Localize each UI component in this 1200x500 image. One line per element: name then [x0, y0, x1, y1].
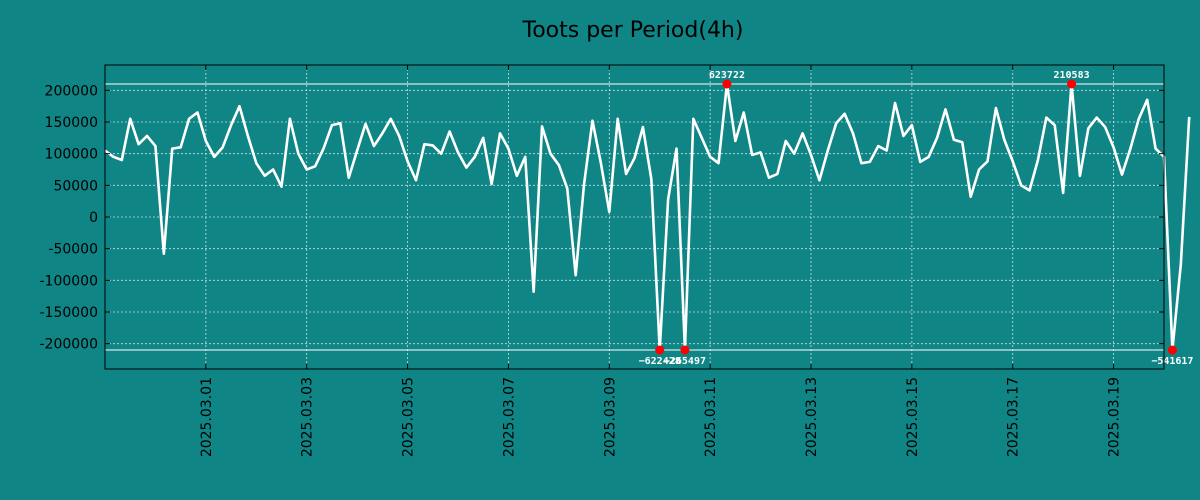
series-layer: [104, 82, 1191, 352]
y-tick-label: -50000: [48, 242, 98, 258]
clip-marker: [655, 345, 665, 355]
x-tick-label: 2025.03.15: [905, 377, 921, 457]
data-label: −265497: [664, 356, 706, 367]
data-label: 210583: [1053, 70, 1089, 81]
y-tick-label: 150000: [45, 115, 98, 131]
clip-marker: [722, 79, 732, 89]
data-label: 623722: [709, 70, 745, 81]
marker-layer: −622428−265497 623722 210583 −541617: [639, 70, 1194, 367]
clip-lines: [105, 83, 1164, 351]
x-axis: 2025.03.01 2025.03.03 2025.03.05 2025.03.07…: [199, 65, 1123, 457]
chart-title: Toots per Period(4h): [522, 18, 744, 43]
x-tick-label: 2025.03.11: [703, 377, 719, 457]
y-tick-label: -150000: [40, 305, 99, 321]
y-axis: 200000 150000 100000 50000 0 -50000 -100000 -15…: [40, 83, 1164, 353]
x-tick-label: 2025.03.05: [401, 377, 417, 457]
x-tick-label: 2025.03.07: [501, 377, 517, 457]
data-label: −541617: [1151, 356, 1193, 367]
x-tick-label: 2025.03.09: [602, 377, 618, 457]
clip-marker: [1167, 345, 1177, 355]
x-tick-label: 2025.03.03: [300, 377, 316, 457]
y-tick-label: -200000: [40, 337, 99, 353]
x-tick-label: 2025.03.13: [804, 377, 820, 457]
y-tick-label: 100000: [45, 147, 98, 163]
grid-layer: [105, 65, 1164, 369]
clip-marker: [1067, 79, 1077, 89]
y-tick-label: 200000: [45, 83, 98, 99]
x-tick-label: 2025.03.17: [1006, 377, 1022, 457]
data-label: −622428: [639, 356, 681, 367]
y-tick-label: -100000: [40, 273, 99, 289]
clip-marker: [680, 345, 690, 355]
y-tick-label: 50000: [53, 178, 98, 194]
y-tick-label: 0: [89, 210, 98, 226]
x-tick-label: 2025.03.01: [199, 377, 215, 457]
x-tick-label: 2025.03.19: [1107, 377, 1123, 457]
series-line-toots: [104, 82, 1191, 352]
